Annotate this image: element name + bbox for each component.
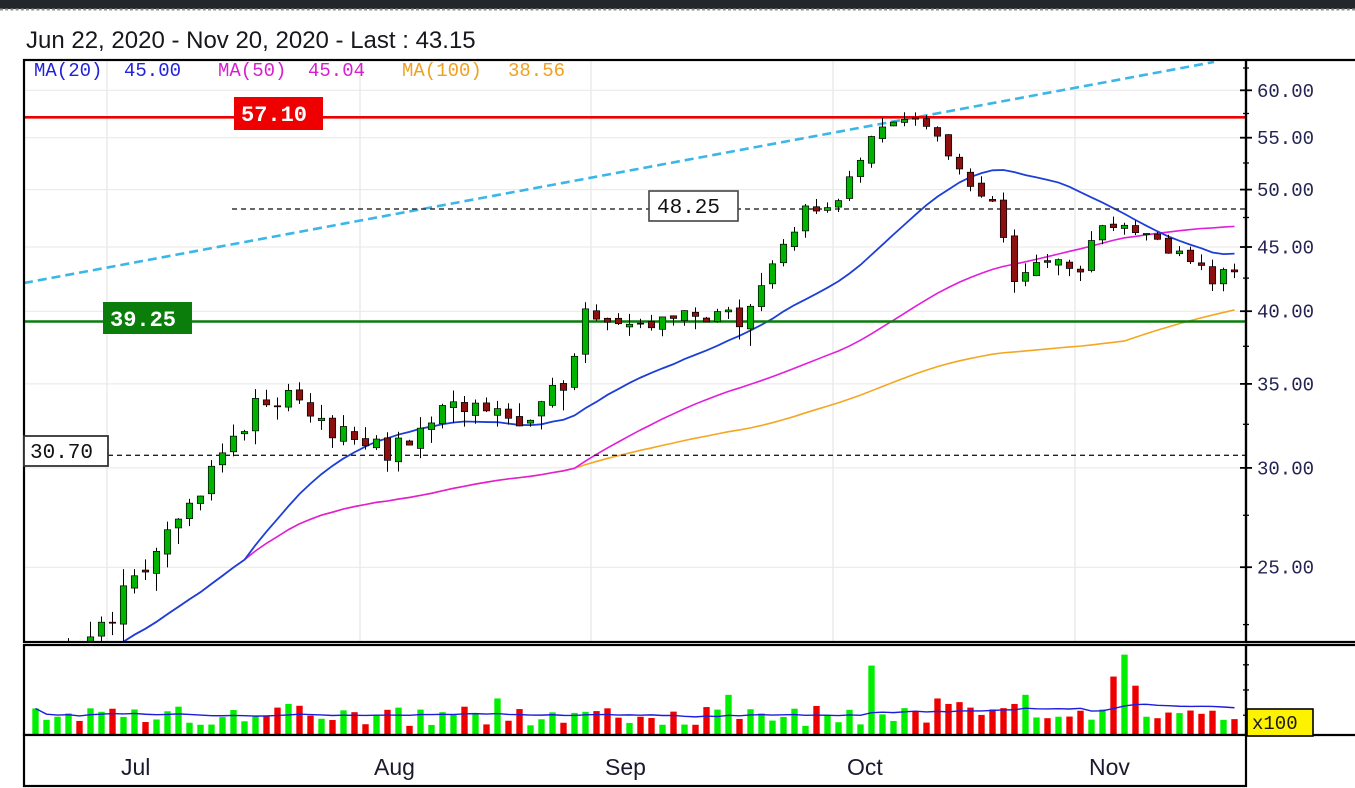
svg-text:Jun 22, 2020 - Nov 20, 2020 -: Jun 22, 2020 - Nov 20, 2020 - Last : 43.… <box>26 27 476 54</box>
svg-text:Jul: Jul <box>121 754 150 780</box>
svg-text:45.00: 45.00 <box>1257 238 1314 260</box>
svg-text:57.10: 57.10 <box>241 103 307 128</box>
svg-text:30.70: 30.70 <box>30 442 93 465</box>
svg-text:60.00: 60.00 <box>1257 81 1314 103</box>
svg-text:40.00: 40.00 <box>1257 302 1314 324</box>
svg-text:48.25: 48.25 <box>657 197 720 220</box>
svg-text:MA(100): MA(100) <box>402 60 482 82</box>
svg-text:30.00: 30.00 <box>1257 458 1314 480</box>
svg-text:50.00: 50.00 <box>1257 180 1314 202</box>
svg-text:Aug: Aug <box>374 754 415 780</box>
svg-text:35.00: 35.00 <box>1257 374 1314 396</box>
svg-text:Sep: Sep <box>605 754 646 780</box>
svg-text:Nov: Nov <box>1089 754 1130 780</box>
svg-text:55.00: 55.00 <box>1257 128 1314 150</box>
svg-text:x100: x100 <box>1252 713 1298 735</box>
svg-text:MA(20): MA(20) <box>34 60 102 82</box>
svg-text:Oct: Oct <box>847 754 883 780</box>
svg-text:45.00: 45.00 <box>124 60 181 82</box>
svg-text:38.56: 38.56 <box>508 60 565 82</box>
svg-text:45.04: 45.04 <box>308 60 365 82</box>
svg-text:25.00: 25.00 <box>1257 558 1314 580</box>
svg-text:MA(50): MA(50) <box>218 60 286 82</box>
svg-text:39.25: 39.25 <box>110 308 176 333</box>
